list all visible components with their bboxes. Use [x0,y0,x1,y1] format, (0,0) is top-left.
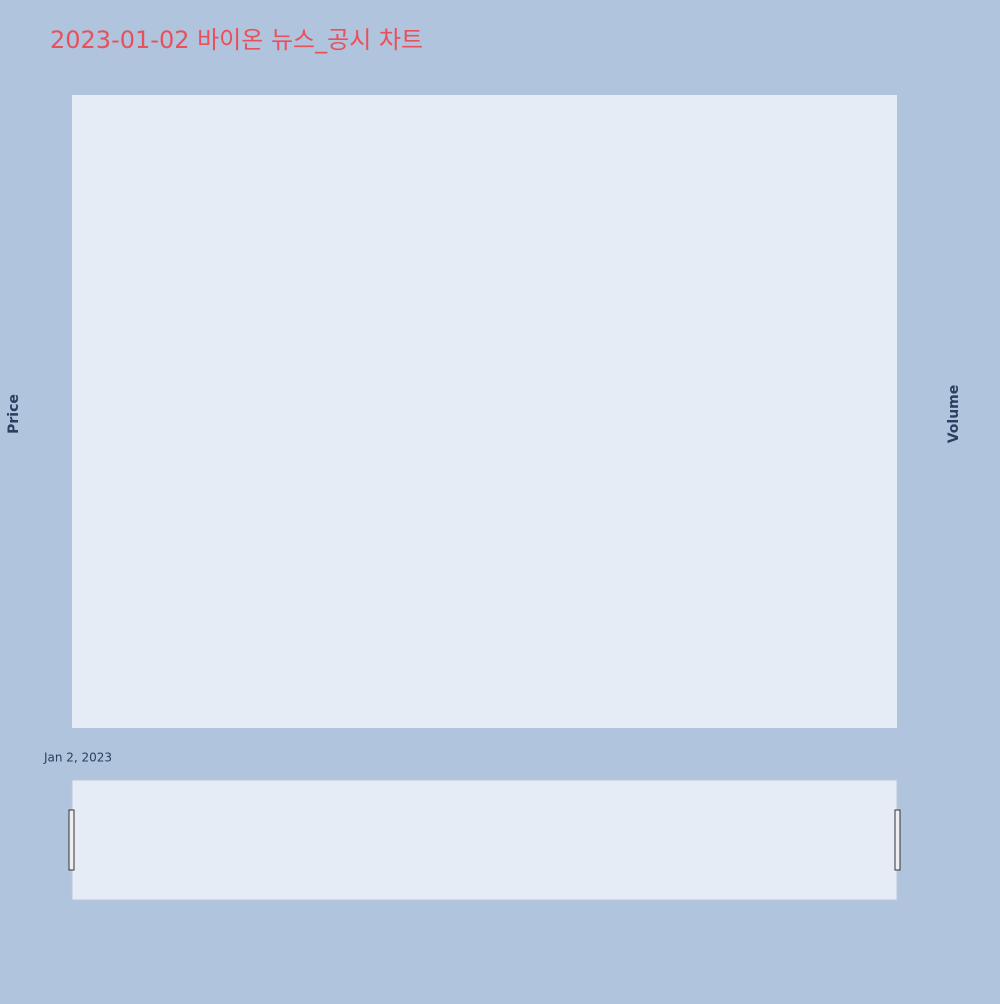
chart-title: 2023-01-02 바이온 뉴스_공시 차트 [50,26,423,54]
y-axis-title: Price [6,394,22,434]
plot-area [72,95,897,728]
range-handle[interactable] [894,809,901,871]
range-slider[interactable] [71,779,898,901]
y2-axis-title: Volume [946,385,962,444]
range-handle[interactable] [68,809,75,871]
x-date-label: Jan 2, 2023 [43,751,112,765]
